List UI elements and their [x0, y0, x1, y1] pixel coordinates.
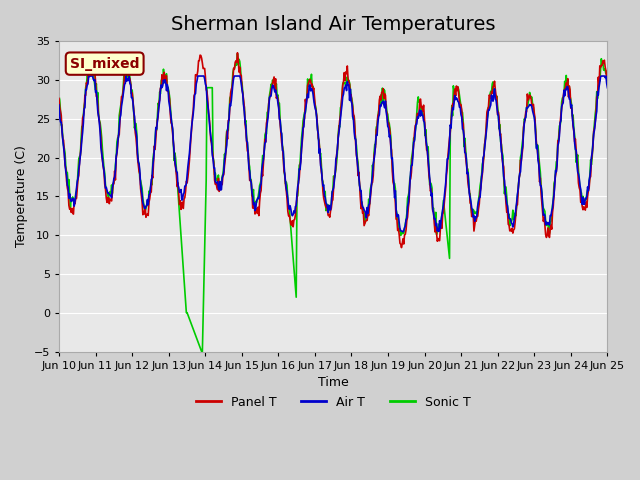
Sonic T [198, 348, 205, 354]
Panel T [397, 245, 405, 251]
Panel T [65, 203, 73, 208]
Air T [122, 73, 130, 79]
Air T [417, 108, 425, 114]
Air T [399, 229, 407, 235]
Line: Air T: Air T [59, 76, 607, 232]
Legend: Panel T, Air T, Sonic T: Panel T, Air T, Sonic T [191, 391, 476, 414]
Title: Sherman Island Air Temperatures: Sherman Island Air Temperatures [171, 15, 495, 34]
Panel T [177, 206, 185, 212]
Air T [604, 85, 611, 91]
Air T [401, 223, 409, 229]
Panel T [122, 71, 129, 76]
Sonic T [55, 93, 63, 99]
Air T [207, 133, 214, 139]
Sonic T [122, 64, 129, 70]
Text: SI_mixed: SI_mixed [70, 57, 140, 71]
Panel T [604, 80, 611, 85]
Panel T [401, 231, 409, 237]
Air T [65, 195, 73, 201]
X-axis label: Time: Time [318, 376, 349, 389]
Sonic T [177, 233, 185, 239]
Panel T [55, 96, 63, 101]
Panel T [206, 124, 214, 130]
Sonic T [234, 51, 241, 57]
Air T [178, 197, 186, 203]
Air T [85, 73, 93, 79]
Sonic T [417, 105, 425, 111]
Sonic T [65, 177, 73, 182]
Panel T [417, 105, 425, 110]
Sonic T [401, 221, 409, 227]
Line: Sonic T: Sonic T [59, 54, 607, 351]
Panel T [234, 50, 241, 56]
Y-axis label: Temperature (C): Temperature (C) [15, 145, 28, 247]
Sonic T [207, 85, 214, 91]
Sonic T [604, 77, 611, 83]
Line: Panel T: Panel T [59, 53, 607, 248]
Air T [55, 102, 63, 108]
